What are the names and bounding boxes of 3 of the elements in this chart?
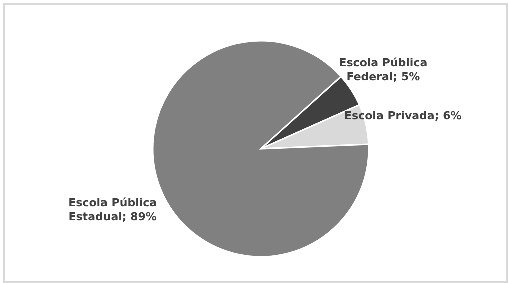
slice-label: Escola Pública Federal; 5% <box>339 56 428 83</box>
slice-label: Escola Pública Estadual; 89% <box>68 196 158 223</box>
slice-label: Escola Privada; 6% <box>344 109 462 122</box>
